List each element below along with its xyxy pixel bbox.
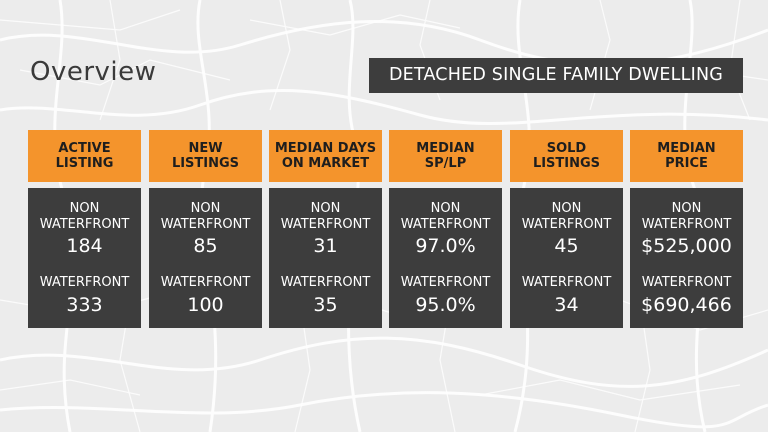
card-body: NON WATERFRONT 184 WATERFRONT 333	[28, 188, 141, 328]
non-label: NON	[310, 201, 341, 216]
non-waterfront-value: 85	[193, 235, 218, 257]
waterfront-label-part: WATERFRONT	[400, 217, 491, 232]
waterfront-value: 100	[187, 294, 224, 316]
waterfront-value: 95.0%	[415, 294, 476, 316]
waterfront-label: WATERFRONT	[39, 275, 130, 290]
non-waterfront-label: NON WATERFRONT	[269, 201, 382, 233]
stat-card-median-price: MEDIAN PRICE NON WATERFRONT $525,000 WAT…	[630, 130, 743, 328]
waterfront-label: WATERFRONT	[521, 275, 612, 290]
non-waterfront-label: NON WATERFRONT	[630, 201, 743, 233]
card-title-line1: MEDIAN DAYS	[274, 141, 377, 156]
stat-card-new-listings: NEW LISTINGS NON WATERFRONT 85 WATERFRON…	[149, 130, 262, 328]
non-waterfront-value: 184	[66, 235, 103, 257]
waterfront-label: WATERFRONT	[160, 275, 251, 290]
card-title-line2: SP/LP	[424, 156, 467, 171]
waterfront-label: WATERFRONT	[280, 275, 371, 290]
waterfront-label: WATERFRONT	[641, 275, 732, 290]
stat-card-median-sp-lp: MEDIAN SP/LP NON WATERFRONT 97.0% WATERF…	[389, 130, 502, 328]
non-waterfront-value: $525,000	[641, 235, 732, 257]
non-label: NON	[551, 201, 582, 216]
card-title-line2: LISTING	[55, 156, 114, 171]
card-body: NON WATERFRONT 31 WATERFRONT 35	[269, 188, 382, 328]
card-body: NON WATERFRONT 97.0% WATERFRONT 95.0%	[389, 188, 502, 328]
page-title: Overview	[30, 57, 157, 87]
non-label: NON	[69, 201, 100, 216]
card-body: NON WATERFRONT 85 WATERFRONT 100	[149, 188, 262, 328]
waterfront-value: 333	[66, 294, 103, 316]
card-title-line2: PRICE	[665, 156, 708, 171]
card-title-line1: ACTIVE	[58, 141, 111, 156]
waterfront-label: WATERFRONT	[400, 275, 491, 290]
property-type-badge: DETACHED SINGLE FAMILY DWELLING	[369, 58, 743, 93]
non-waterfront-label: NON WATERFRONT	[149, 201, 262, 233]
card-header: MEDIAN DAYS ON MARKET	[269, 130, 382, 182]
card-header: MEDIAN SP/LP	[389, 130, 502, 182]
card-title-line2: LISTINGS	[532, 156, 601, 171]
card-body: NON WATERFRONT 45 WATERFRONT 34	[510, 188, 623, 328]
waterfront-label-part: WATERFRONT	[280, 217, 371, 232]
waterfront-value: 34	[554, 294, 579, 316]
non-waterfront-label: NON WATERFRONT	[389, 201, 502, 233]
card-title-line1: MEDIAN	[416, 141, 475, 156]
card-body: NON WATERFRONT $525,000 WATERFRONT $690,…	[630, 188, 743, 328]
card-title-line1: NEW	[188, 141, 223, 156]
non-waterfront-value: 45	[554, 235, 579, 257]
non-waterfront-value: 31	[313, 235, 338, 257]
card-header: SOLD LISTINGS	[510, 130, 623, 182]
non-waterfront-label: NON WATERFRONT	[510, 201, 623, 233]
waterfront-label-part: WATERFRONT	[160, 217, 251, 232]
card-title-line1: MEDIAN	[657, 141, 716, 156]
stat-card-sold-listings: SOLD LISTINGS NON WATERFRONT 45 WATERFRO…	[510, 130, 623, 328]
card-title-line2: LISTINGS	[171, 156, 240, 171]
non-label: NON	[190, 201, 221, 216]
waterfront-label-part: WATERFRONT	[39, 217, 130, 232]
stat-card-median-days-on-market: MEDIAN DAYS ON MARKET NON WATERFRONT 31 …	[269, 130, 382, 328]
non-label: NON	[671, 201, 702, 216]
waterfront-value: 35	[313, 294, 338, 316]
card-header: NEW LISTINGS	[149, 130, 262, 182]
non-label: NON	[430, 201, 461, 216]
waterfront-label-part: WATERFRONT	[641, 217, 732, 232]
waterfront-value: $690,466	[641, 294, 732, 316]
card-header: ACTIVE LISTING	[28, 130, 141, 182]
card-title-line2: ON MARKET	[281, 156, 370, 171]
waterfront-label-part: WATERFRONT	[521, 217, 612, 232]
non-waterfront-value: 97.0%	[415, 235, 476, 257]
stat-card-active-listing: ACTIVE LISTING NON WATERFRONT 184 WATERF…	[28, 130, 141, 328]
card-header: MEDIAN PRICE	[630, 130, 743, 182]
non-waterfront-label: NON WATERFRONT	[28, 201, 141, 233]
card-title-line1: SOLD	[546, 141, 587, 156]
